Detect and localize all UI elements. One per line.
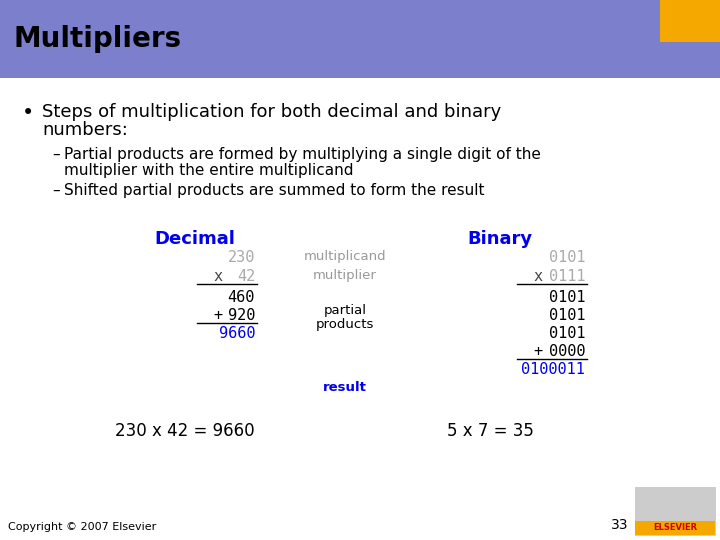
Text: products: products	[316, 318, 374, 331]
Text: ELSEVIER: ELSEVIER	[653, 523, 697, 532]
Text: 0101: 0101	[549, 250, 585, 265]
Text: 5 x 7 = 35: 5 x 7 = 35	[446, 422, 534, 440]
Text: x: x	[533, 269, 542, 284]
Text: +: +	[213, 308, 222, 323]
Text: multiplicand: multiplicand	[304, 250, 387, 263]
Text: Steps of multiplication for both decimal and binary: Steps of multiplication for both decimal…	[42, 103, 501, 121]
Text: 33: 33	[611, 518, 628, 532]
Text: 0100011: 0100011	[521, 362, 585, 377]
Text: 230 x 42 = 9660: 230 x 42 = 9660	[115, 422, 255, 440]
Text: partial: partial	[323, 304, 366, 317]
Bar	[635, 487, 715, 521]
Text: 42: 42	[237, 269, 255, 284]
Text: Binary: Binary	[467, 230, 533, 248]
Text: 230: 230	[228, 250, 255, 265]
Bar	[660, 0, 720, 42]
Text: –: –	[52, 147, 60, 162]
Text: Shifted partial products are summed to form the result: Shifted partial products are summed to f…	[64, 183, 485, 198]
Text: 460: 460	[228, 290, 255, 305]
Text: Partial products are formed by multiplying a single digit of the: Partial products are formed by multiplyi…	[64, 147, 541, 162]
Text: multiplier with the entire multiplicand: multiplier with the entire multiplicand	[64, 163, 354, 178]
Text: 9660: 9660	[218, 326, 255, 341]
Text: numbers:: numbers:	[42, 121, 128, 139]
Bar	[660, 42, 720, 78]
Text: multiplier: multiplier	[313, 269, 377, 282]
Text: Copyright © 2007 Elsevier: Copyright © 2007 Elsevier	[8, 522, 156, 532]
Text: Decimal: Decimal	[155, 230, 235, 248]
Text: •: •	[22, 103, 35, 123]
Text: 0101: 0101	[549, 308, 585, 323]
Text: x: x	[213, 269, 222, 284]
Bar	[0, 0, 660, 78]
Text: result: result	[323, 381, 367, 394]
Text: 0111: 0111	[549, 269, 585, 284]
Bar	[635, 521, 715, 535]
Bar	[635, 487, 715, 535]
Text: 0000: 0000	[549, 344, 585, 359]
Text: –: –	[52, 183, 60, 198]
Text: 920: 920	[228, 308, 255, 323]
Text: 0101: 0101	[549, 326, 585, 341]
Text: Multipliers: Multipliers	[14, 25, 182, 53]
Text: 0101: 0101	[549, 290, 585, 305]
Text: +: +	[533, 344, 542, 359]
